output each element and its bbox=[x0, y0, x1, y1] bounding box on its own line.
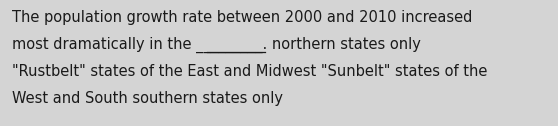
Text: "Rustbelt" states of the East and Midwest "Sunbelt" states of the: "Rustbelt" states of the East and Midwes… bbox=[12, 64, 487, 79]
Text: West and South southern states only: West and South southern states only bbox=[12, 91, 283, 106]
Text: most dramatically in the _________. northern states only: most dramatically in the _________. nort… bbox=[12, 37, 421, 53]
Text: The population growth rate between 2000 and 2010 increased: The population growth rate between 2000 … bbox=[12, 10, 473, 25]
